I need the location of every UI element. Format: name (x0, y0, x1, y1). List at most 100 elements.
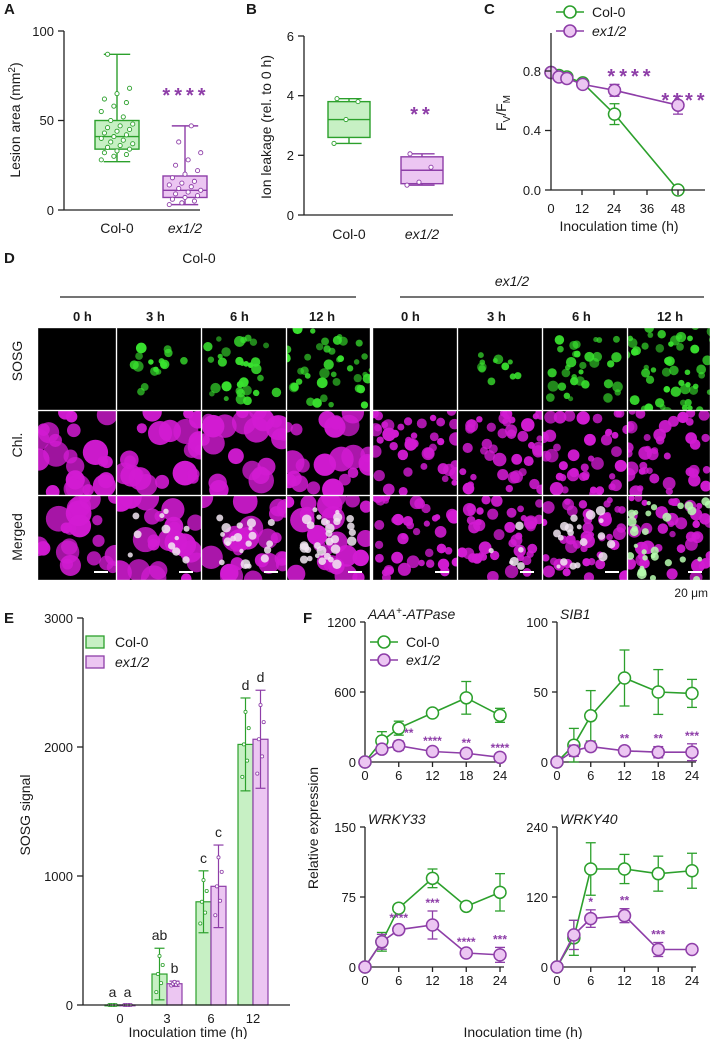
data-point-a-ex12 (166, 202, 172, 208)
data-point-f3-ex12 (493, 948, 507, 962)
tick-y-f2: 50 (534, 685, 548, 700)
tick-y-f1: 1200 (327, 615, 356, 630)
tick-y-f4: 0 (541, 960, 548, 975)
chloroplast-spot (522, 555, 532, 566)
chloroplast-spot (63, 478, 85, 495)
sosg-spot (650, 367, 657, 373)
merged-spot (559, 521, 569, 531)
merged-spot (606, 540, 616, 549)
merged-spot (220, 532, 225, 537)
sosg-spot (661, 367, 671, 377)
chloroplast-spot (595, 559, 606, 570)
merged-spot (314, 542, 321, 549)
chloroplast-spot (202, 433, 210, 446)
tick-x-f1: 6 (395, 768, 402, 783)
sosg-spot (295, 378, 303, 385)
legend-marker-c-ex12 (563, 24, 577, 38)
chloroplast-spot (418, 559, 425, 567)
chloroplast-spot (470, 473, 477, 481)
sosg-spot (249, 338, 258, 346)
micrograph-border (457, 327, 543, 411)
micrograph-border (201, 410, 287, 496)
chloroplast-spot (480, 446, 488, 455)
sosg-spot (603, 393, 613, 403)
sosg-spot (655, 344, 665, 353)
chloroplast-spot (563, 411, 576, 422)
chloroplast-spot (611, 446, 622, 457)
chloroplast-spot (124, 455, 136, 468)
chloroplast-spot (209, 480, 229, 495)
merged-spot (637, 567, 647, 577)
data-point-a-ex12 (195, 168, 201, 174)
chloroplast-spot (202, 414, 225, 438)
sosg-spot (346, 365, 354, 372)
chloroplast-spot (606, 497, 613, 504)
chloroplast-spot (339, 473, 351, 486)
sosg-spot (304, 353, 312, 361)
significance-stars-f1: ** (404, 726, 414, 740)
category-b-ex12: ex1/2 (405, 226, 439, 242)
sosg-spot (670, 386, 682, 397)
data-point-e-ex12 (255, 771, 260, 776)
data-point-a-col0 (101, 130, 107, 136)
tick-x-c-0: 0 (547, 201, 554, 216)
sosg-spot (355, 339, 363, 347)
chloroplast-spot (527, 543, 538, 554)
tick-x-c-48: 48 (671, 201, 685, 216)
time-ex12-12h: 12 h (657, 309, 683, 324)
data-point-a-ex12 (188, 123, 194, 129)
sosg-spot (250, 357, 261, 367)
sosg-spot (263, 342, 270, 349)
sosg-spot (662, 406, 672, 410)
chloroplast-spot (373, 445, 382, 458)
significance-c-48h: **** (661, 90, 708, 112)
chloroplast-spot (592, 413, 603, 424)
micrograph-tile (628, 328, 710, 410)
chloroplast-spot (409, 439, 419, 449)
chloroplast-spot (591, 457, 604, 470)
chloroplast-spot (488, 444, 498, 454)
sosg-spot (353, 374, 362, 383)
merged-spot (664, 559, 672, 567)
merged-spot (183, 525, 190, 532)
data-point-e-ex12 (213, 913, 218, 918)
merged-spot (633, 543, 638, 548)
chloroplast-spot (628, 496, 635, 502)
merged-spot (701, 497, 710, 506)
chloroplast-spot (649, 473, 660, 484)
chloroplast-spot (360, 446, 370, 463)
chloroplast-spot (401, 533, 408, 540)
data-point-f1-ex12 (459, 746, 473, 760)
data-point-a-col0 (101, 150, 107, 156)
tick-y-e-0: 0 (66, 998, 73, 1013)
merged-spot (649, 574, 657, 580)
sosg-spot (664, 356, 672, 365)
chloroplast-spot (635, 411, 646, 419)
sosg-spot (611, 352, 622, 363)
data-point-a-col0 (105, 144, 111, 150)
sosg-spot (668, 341, 674, 347)
chloroplast-spot (609, 473, 616, 480)
chloroplast-spot (158, 419, 182, 443)
sosg-spot (507, 359, 513, 365)
legend-f: Col-0 ex1/2 (370, 634, 440, 668)
sosg-spot (312, 398, 322, 408)
sosg-spot (207, 356, 215, 363)
sosg-spot (547, 368, 557, 378)
chloroplast-spot (257, 457, 276, 476)
micrograph-border (542, 495, 628, 581)
data-point-f2-ex12 (651, 745, 665, 759)
chloroplast-spot (628, 421, 635, 432)
sosg-spot (477, 362, 487, 372)
micrograph-border (627, 495, 711, 581)
sosg-spot (514, 372, 522, 380)
data-point-e-ex12 (258, 702, 263, 707)
panel-c: C FV/FM 0.8 0.4 0.0 0 12 24 36 48 Inocul… (484, 1, 708, 234)
tick-y-c-0.0: 0.0 (523, 183, 541, 198)
data-point-c-ex12 (671, 98, 685, 112)
merged-spot (266, 540, 274, 548)
panel-f: F Relative expression Inoculation time (… (303, 606, 699, 1039)
chloroplast-spot (92, 534, 105, 547)
merged-spot (168, 542, 176, 550)
data-point-e-col0 (245, 758, 250, 763)
